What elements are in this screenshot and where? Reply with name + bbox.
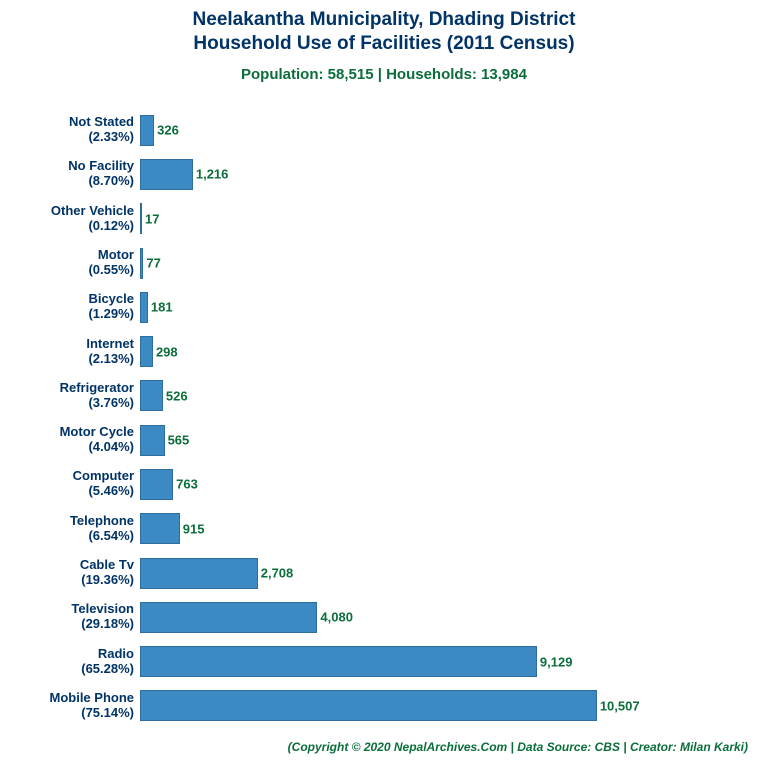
chart-title: Neelakantha Municipality, Dhading Distri… [12, 8, 756, 56]
bar: 1,216 [140, 159, 193, 190]
category-pct: (29.18%) [0, 617, 134, 632]
bar-row: Internet(2.13%)298 [140, 336, 748, 367]
category-label: Mobile Phone(75.14%) [0, 691, 140, 721]
category-pct: (6.54%) [0, 529, 134, 544]
category-pct: (5.46%) [0, 484, 134, 499]
bar-value: 4,080 [316, 610, 353, 625]
category-name: Other Vehicle [0, 204, 134, 219]
bar-value: 298 [152, 344, 178, 359]
category-pct: (65.28%) [0, 662, 134, 677]
bar-row: Motor(0.55%)77 [140, 248, 748, 279]
bar-value: 2,708 [257, 566, 294, 581]
category-name: Cable Tv [0, 558, 134, 573]
category-label: Internet(2.13%) [0, 337, 140, 367]
category-pct: (1.29%) [0, 307, 134, 322]
chart-subtitle: Population: 58,515 | Households: 13,984 [12, 66, 756, 83]
category-label: Motor(0.55%) [0, 248, 140, 278]
category-pct: (19.36%) [0, 573, 134, 588]
bar-row: Not Stated(2.33%)326 [140, 115, 748, 146]
bar: 181 [140, 292, 148, 323]
bar-value: 526 [162, 388, 188, 403]
category-name: Refrigerator [0, 381, 134, 396]
bar-value: 1,216 [192, 167, 229, 182]
category-pct: (2.13%) [0, 352, 134, 367]
bar-row: Television(29.18%)4,080 [140, 602, 748, 633]
category-pct: (4.04%) [0, 440, 134, 455]
category-label: Telephone(6.54%) [0, 514, 140, 544]
category-name: No Facility [0, 159, 134, 174]
category-pct: (0.55%) [0, 263, 134, 278]
household-facilities-chart: Neelakantha Municipality, Dhading Distri… [0, 8, 768, 768]
category-name: Mobile Phone [0, 691, 134, 706]
category-label: No Facility(8.70%) [0, 159, 140, 189]
bar: 17 [140, 203, 142, 234]
bar-value: 9,129 [536, 654, 573, 669]
bar-row: Bicycle(1.29%)181 [140, 292, 748, 323]
category-name: Internet [0, 337, 134, 352]
category-name: Television [0, 602, 134, 617]
bar-row: Refrigerator(3.76%)526 [140, 380, 748, 411]
title-line-2: Household Use of Facilities (2011 Census… [193, 33, 574, 54]
category-label: Refrigerator(3.76%) [0, 381, 140, 411]
category-pct: (2.33%) [0, 130, 134, 145]
bar: 4,080 [140, 602, 317, 633]
category-name: Radio [0, 647, 134, 662]
category-label: Motor Cycle(4.04%) [0, 425, 140, 455]
category-pct: (8.70%) [0, 174, 134, 189]
bar-value: 763 [172, 477, 198, 492]
bar: 915 [140, 513, 180, 544]
bar: 298 [140, 336, 153, 367]
bar-value: 326 [153, 123, 179, 138]
bar-value: 915 [179, 521, 205, 536]
category-name: Computer [0, 469, 134, 484]
category-name: Not Stated [0, 115, 134, 130]
category-pct: (0.12%) [0, 219, 134, 234]
bar-row: Computer(5.46%)763 [140, 469, 748, 500]
bar-value: 10,507 [596, 698, 640, 713]
bar: 526 [140, 380, 163, 411]
bar: 9,129 [140, 646, 537, 677]
title-line-1: Neelakantha Municipality, Dhading Distri… [193, 9, 576, 30]
category-pct: (3.76%) [0, 396, 134, 411]
category-label: Bicycle(1.29%) [0, 292, 140, 322]
category-label: Other Vehicle(0.12%) [0, 204, 140, 234]
bar: 565 [140, 425, 165, 456]
bar: 326 [140, 115, 154, 146]
bar-row: No Facility(8.70%)1,216 [140, 159, 748, 190]
chart-credit: (Copyright © 2020 NepalArchives.Com | Da… [140, 740, 748, 754]
category-name: Motor Cycle [0, 425, 134, 440]
bar: 763 [140, 469, 173, 500]
category-name: Telephone [0, 514, 134, 529]
bar-row: Radio(65.28%)9,129 [140, 646, 748, 677]
bar-value: 77 [142, 256, 160, 271]
category-name: Motor [0, 248, 134, 263]
category-label: Television(29.18%) [0, 602, 140, 632]
bar-row: Mobile Phone(75.14%)10,507 [140, 690, 748, 721]
plot-area: Not Stated(2.33%)326 No Facility(8.70%)1,… [140, 108, 748, 728]
bar-row: Cable Tv(19.36%)2,708 [140, 558, 748, 589]
category-label: Cable Tv(19.36%) [0, 558, 140, 588]
bar-value: 565 [164, 433, 190, 448]
bar: 77 [140, 248, 143, 279]
bar-row: Motor Cycle(4.04%)565 [140, 425, 748, 456]
category-label: Not Stated(2.33%) [0, 115, 140, 145]
bar-value: 17 [141, 211, 159, 226]
category-label: Computer(5.46%) [0, 469, 140, 499]
bar: 10,507 [140, 690, 597, 721]
bar-row: Telephone(6.54%)915 [140, 513, 748, 544]
bar: 2,708 [140, 558, 258, 589]
category-name: Bicycle [0, 292, 134, 307]
category-pct: (75.14%) [0, 706, 134, 721]
bar-row: Other Vehicle(0.12%)17 [140, 203, 748, 234]
bar-value: 181 [147, 300, 173, 315]
category-label: Radio(65.28%) [0, 647, 140, 677]
